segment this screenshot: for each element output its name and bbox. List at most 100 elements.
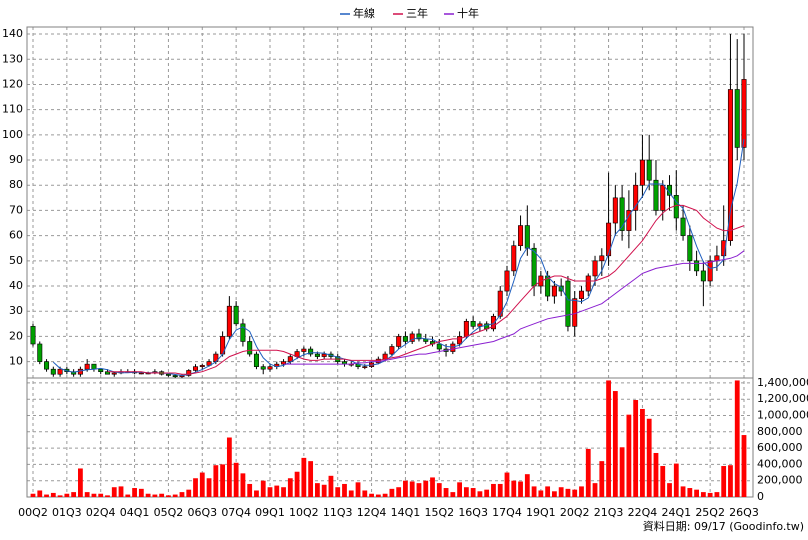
volume-bar [484, 489, 490, 497]
y-tick-label: 20 [9, 329, 23, 342]
x-tick-label: 22Q4 [628, 506, 658, 519]
candle-body [707, 260, 713, 282]
volume-bar [538, 490, 544, 497]
volume-bar [281, 487, 286, 497]
candle-body [91, 363, 97, 370]
volume-bar [98, 493, 104, 497]
volume-bar [646, 418, 652, 497]
volume-bar [240, 473, 246, 497]
volume-bar [741, 435, 747, 497]
x-tick-label: 24Q1 [661, 506, 691, 519]
volume-bar [138, 488, 144, 497]
volume-bar [511, 480, 517, 497]
x-tick-label: 11Q3 [323, 506, 353, 519]
volume-bar [660, 466, 666, 497]
candle-body [639, 159, 645, 186]
volume-bar [626, 414, 632, 497]
volume-bar [369, 493, 374, 497]
volume-bar [328, 475, 334, 497]
y2-tick-label: 0 [757, 490, 764, 503]
candle-body [673, 195, 679, 219]
volume-bar [700, 492, 706, 497]
volume-bar [687, 488, 693, 497]
y2-tick-label: 600,000 [757, 441, 803, 454]
volume-bar [640, 408, 645, 497]
volume-bar [335, 487, 341, 497]
candle-body [396, 336, 402, 347]
volume-bar [91, 493, 97, 497]
volume-bar [707, 492, 713, 497]
volume-bar [423, 480, 429, 497]
volume-bar [450, 492, 456, 497]
y2-tick-label: 200,000 [757, 474, 803, 487]
candle-body [633, 184, 639, 211]
volume-bar [206, 478, 212, 497]
volume-bar [220, 464, 225, 497]
x-tick-label: 06Q3 [187, 506, 217, 519]
candle-body [653, 179, 659, 211]
y2-tick-label: 1,000,000 [757, 408, 808, 421]
volume-bar [680, 486, 686, 497]
x-tick-label: 05Q2 [154, 506, 184, 519]
volume-bar [531, 486, 537, 497]
volume-bar [558, 487, 564, 497]
volume-bar [633, 400, 639, 497]
candle-body [50, 368, 56, 375]
candle-body [524, 225, 530, 249]
volume-bar [152, 494, 158, 497]
candle-body [111, 372, 117, 375]
candle-body [646, 159, 652, 181]
volume-bar [389, 488, 395, 497]
y-tick-label: 120 [2, 77, 23, 90]
candle-body [44, 361, 50, 370]
candle-body [98, 368, 104, 373]
candle-body [138, 372, 144, 375]
volume-bar [612, 391, 618, 497]
volume-bar [497, 483, 503, 497]
volume-bar [694, 489, 699, 497]
candle-body [84, 363, 90, 370]
volume-bar [552, 491, 557, 497]
ma-line [107, 204, 745, 375]
candle-body [389, 346, 395, 355]
x-tick-label: 02Q4 [86, 506, 116, 519]
volume-bar [308, 461, 314, 497]
volume-bar [274, 485, 280, 497]
candle-body [240, 323, 246, 342]
volume-bar [728, 465, 733, 497]
candle-body [694, 260, 700, 272]
candle-body [416, 333, 422, 340]
x-tick-label: 10Q2 [289, 506, 319, 519]
x-tick-label: 26Q3 [729, 506, 759, 519]
volume-bar [125, 494, 131, 497]
candle-body [247, 341, 253, 355]
volume-bar [111, 487, 117, 497]
volume-bar [545, 486, 551, 497]
y-tick-label: 30 [9, 304, 23, 317]
candle-body [308, 348, 314, 355]
volume-bar [321, 484, 327, 497]
candle-body [301, 348, 307, 352]
volume-bar [193, 478, 198, 497]
volume-bar [179, 492, 185, 497]
candle-body [504, 270, 510, 292]
y-tick-label: 90 [9, 153, 23, 166]
volume-bar [57, 495, 63, 497]
volume-bar [491, 483, 496, 497]
volume-bar [199, 472, 205, 497]
volume-bar [71, 492, 77, 497]
x-tick-label: 12Q4 [357, 506, 387, 519]
y-tick-label: 140 [2, 27, 23, 40]
volume-bar [382, 493, 388, 497]
volume-bar [443, 488, 449, 497]
volume-bar [159, 493, 165, 497]
x-tick-label: 20Q2 [560, 506, 590, 519]
volume-bar [30, 493, 36, 497]
volume-bar [430, 477, 435, 497]
candle-body [518, 225, 524, 247]
candle-body [226, 305, 232, 337]
y-tick-label: 60 [9, 229, 23, 242]
footer: 資料日期: 09/17 (Goodinfo.tw) [643, 519, 804, 533]
